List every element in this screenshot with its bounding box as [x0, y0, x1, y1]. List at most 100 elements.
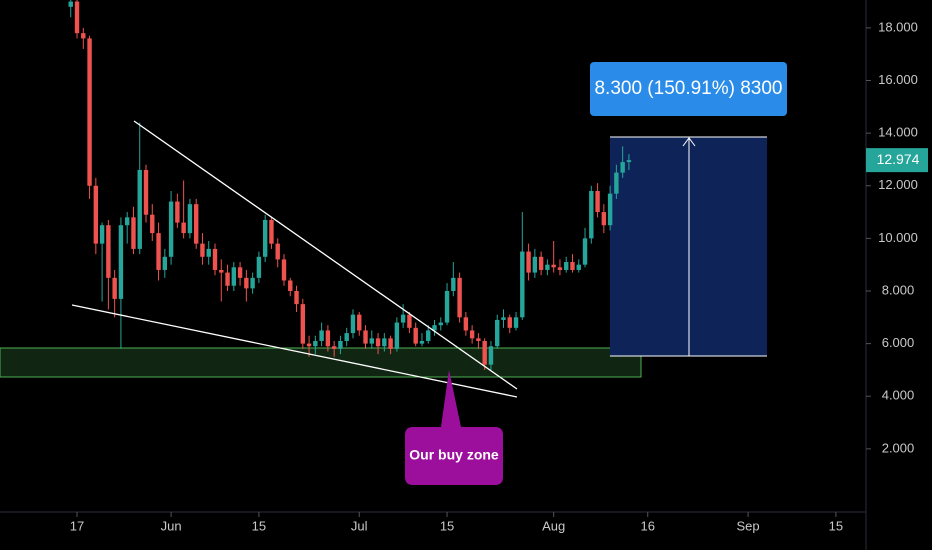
candle-body [325, 330, 331, 347]
candle-body [300, 304, 305, 344]
y-tick-label: 8.000 [882, 282, 915, 297]
candle-body [269, 219, 274, 244]
candle-body [193, 204, 199, 244]
candle-body [237, 267, 243, 278]
candle-body [419, 340, 425, 344]
candle-body [331, 346, 337, 349]
candle-body [357, 314, 362, 331]
candle-body [344, 333, 349, 341]
candle-body [137, 169, 142, 249]
candle-body [589, 191, 594, 239]
candle-body [457, 277, 462, 318]
candle-body [582, 238, 588, 265]
candle-body [93, 185, 99, 244]
candle-body [595, 191, 600, 213]
trend-lines [71, 120, 518, 398]
candle-body [219, 269, 224, 273]
candle-body [313, 340, 318, 347]
x-tick-label: 17 [70, 518, 84, 533]
candle-body [124, 217, 130, 226]
y-tick-label: 14.000 [878, 125, 918, 140]
candle-body [488, 346, 494, 365]
x-tick-label: 15 [829, 518, 843, 533]
candle-body [538, 256, 544, 270]
candle-body [275, 243, 280, 260]
last-price-box [866, 148, 928, 173]
candle-body [545, 264, 550, 270]
candle-body [162, 256, 168, 270]
candle-body [438, 322, 443, 326]
y-tick-label: 18.000 [878, 19, 918, 34]
x-tick-label: Jun [161, 518, 182, 533]
candle-body [175, 201, 180, 223]
measure-arrow-head [682, 137, 696, 147]
candle-body [81, 33, 86, 39]
candle-body [350, 314, 356, 334]
candle-body [476, 338, 481, 341]
y-tick-label: 16.000 [878, 72, 918, 87]
candle-body [200, 243, 205, 257]
lower-trend-line [71, 304, 518, 398]
candle-body [131, 217, 136, 249]
candle-body [551, 264, 556, 268]
candle-body [601, 212, 607, 226]
candle-body [495, 319, 500, 347]
candle-body [451, 277, 456, 291]
candle-body [256, 256, 262, 278]
candle-body [212, 248, 218, 270]
candle-body [469, 330, 475, 339]
candle-body [520, 251, 525, 318]
candle-body [570, 262, 575, 270]
candle-body [281, 259, 287, 281]
y-tick-label: 12.000 [878, 177, 918, 192]
candle-body [187, 204, 193, 234]
x-tick-label: 15 [252, 518, 266, 533]
candle-body [369, 338, 374, 344]
y-tick-label: 6.000 [882, 335, 915, 350]
buy-zone [0, 347, 642, 378]
candle-body [557, 267, 563, 270]
candle-body [564, 262, 569, 270]
candle-body [338, 340, 343, 349]
candle-body [382, 338, 387, 347]
candle-body [388, 338, 393, 349]
y-tick-label: 10.000 [878, 230, 918, 245]
candle-body [156, 233, 161, 270]
candles [68, 0, 632, 370]
candle-body [400, 314, 406, 323]
candle-body [244, 277, 249, 289]
candle-body [87, 38, 92, 186]
candle-body [607, 193, 613, 226]
candle-body [106, 225, 111, 278]
candle-body [99, 225, 105, 244]
candle-body [463, 317, 469, 331]
measure-label: 8.300 (150.91%) 8300 [594, 78, 782, 99]
callout-text: Our buy zone [409, 447, 499, 463]
candle-body [168, 201, 174, 257]
candle-body [576, 264, 581, 270]
candle-body [426, 330, 431, 341]
candle-body [143, 169, 149, 215]
candle-body [74, 1, 80, 34]
plot-area [0, 136, 767, 378]
candle-body [620, 162, 625, 173]
x-tick-label: Sep [737, 518, 760, 533]
candle-body [532, 256, 538, 273]
measure-label-box [590, 62, 787, 116]
candle-body [262, 219, 268, 257]
x-tick-label: 16 [641, 518, 655, 533]
candle-body [444, 290, 450, 323]
candle-body [626, 160, 632, 163]
y-tick-label: 2.000 [882, 440, 915, 455]
x-tick-label: Jul [351, 518, 368, 533]
candle-body [394, 322, 400, 349]
candle-body [150, 214, 155, 234]
candle-body [526, 251, 531, 273]
candle-body [231, 267, 237, 286]
axes: 2.000 4.000 6.000 8.000 10.000 12.000 14.000 16… [70, 19, 928, 533]
candle-body [206, 248, 211, 257]
candle-body [507, 317, 512, 328]
candle-body [513, 317, 519, 328]
candle-body [432, 325, 437, 331]
candle-body [306, 343, 312, 347]
